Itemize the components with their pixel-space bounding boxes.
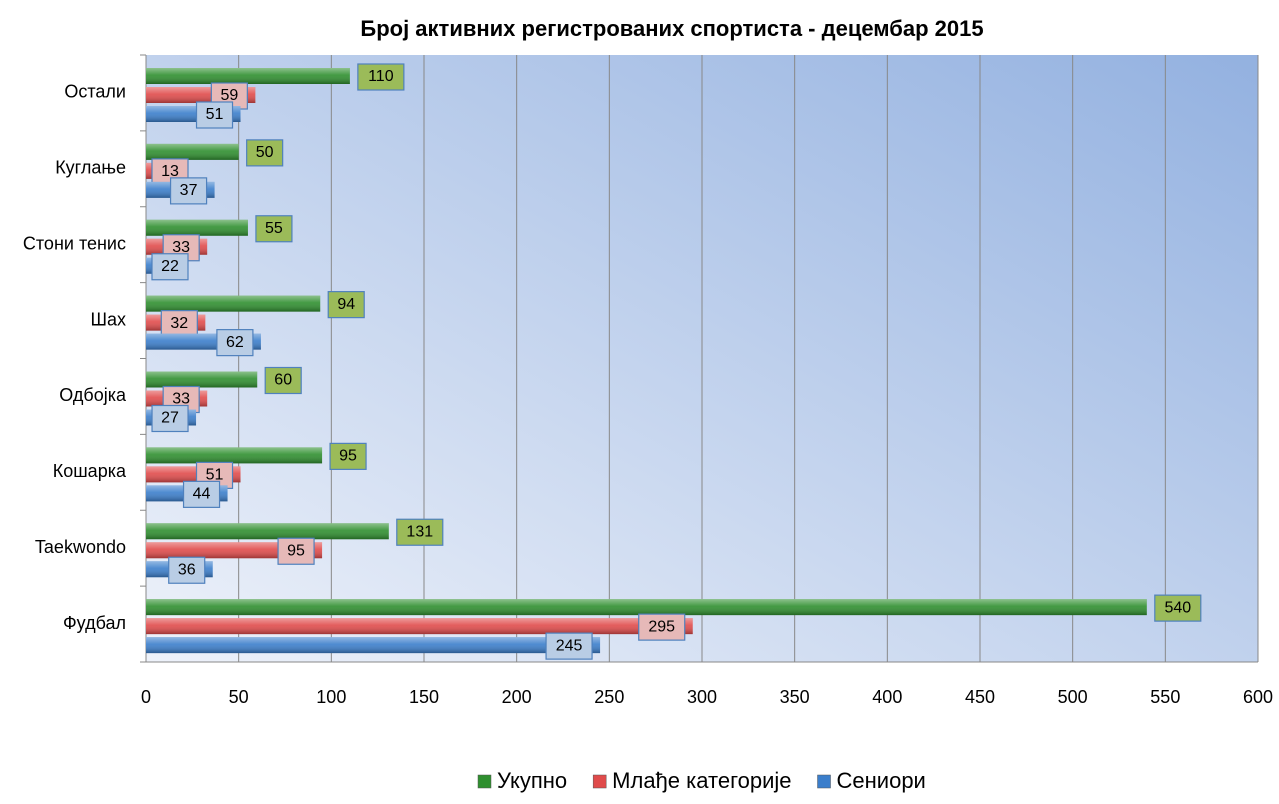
bar-shine xyxy=(146,68,350,84)
x-tick-label: 250 xyxy=(594,687,624,707)
data-label-box xyxy=(169,177,208,205)
data-label-box xyxy=(182,480,221,508)
data-label: 62 xyxy=(226,334,244,351)
legend-label: Млађе категорије xyxy=(612,768,791,793)
legend-swatch xyxy=(592,774,607,789)
data-label-box xyxy=(195,101,234,129)
data-label: 13 xyxy=(161,163,179,180)
x-tick-label: 400 xyxy=(872,687,902,707)
legend-swatch xyxy=(477,774,492,789)
bar-shine xyxy=(146,599,1147,616)
y-tick-label: Остали xyxy=(64,82,126,102)
data-label-box xyxy=(255,215,293,243)
data-label-box xyxy=(1154,594,1202,622)
data-label: 27 xyxy=(161,410,179,427)
data-label-box xyxy=(160,310,198,338)
bar-shine xyxy=(146,618,693,635)
data-label: 131 xyxy=(406,523,433,540)
x-tick-label: 100 xyxy=(316,687,346,707)
x-tick-label: 450 xyxy=(965,687,995,707)
data-label: 51 xyxy=(206,467,224,484)
data-label: 36 xyxy=(178,561,196,578)
data-label: 295 xyxy=(648,618,675,635)
data-label: 51 xyxy=(206,106,224,123)
data-label: 50 xyxy=(256,144,274,161)
data-label: 95 xyxy=(287,542,305,559)
x-tick-label: 50 xyxy=(229,687,249,707)
y-tick-label: Куглање xyxy=(55,158,126,178)
bar-shine xyxy=(146,219,248,236)
data-label: 540 xyxy=(1164,599,1191,616)
data-label: 22 xyxy=(161,258,179,275)
data-label-box xyxy=(396,518,444,546)
bar-shine xyxy=(146,637,601,654)
y-tick-label: Кошарка xyxy=(53,461,127,481)
data-label: 95 xyxy=(339,448,357,465)
bar-shine xyxy=(146,371,258,388)
data-label: 32 xyxy=(170,315,188,332)
data-label: 33 xyxy=(172,391,190,408)
legend-label: Укупно xyxy=(497,768,567,793)
bar-shine xyxy=(146,143,239,160)
data-label-box xyxy=(545,632,593,660)
legend-swatch xyxy=(817,774,831,789)
data-label: 55 xyxy=(265,220,283,237)
y-tick-label: Фудбал xyxy=(63,613,126,633)
data-label-box xyxy=(277,537,315,565)
data-label-box xyxy=(329,442,367,470)
bar-shine xyxy=(146,447,323,464)
data-label-box xyxy=(246,139,284,167)
data-label: 44 xyxy=(193,486,211,503)
x-tick-label: 0 xyxy=(141,687,151,707)
data-label: 59 xyxy=(220,87,238,104)
data-label: 60 xyxy=(274,372,292,389)
data-label-box xyxy=(638,613,686,641)
y-tick-label: Taekwondo xyxy=(35,537,126,557)
y-tick-label: Стони тенис xyxy=(23,233,126,253)
chart-title: Број активних регистрованих спортиста - … xyxy=(360,16,983,41)
data-label-box xyxy=(264,366,302,395)
data-label-box xyxy=(357,63,405,91)
data-label: 110 xyxy=(368,68,394,85)
data-label: 37 xyxy=(180,182,198,199)
x-tick-label: 550 xyxy=(1150,687,1180,707)
bar-shine xyxy=(146,295,321,312)
data-label-box xyxy=(151,253,189,281)
x-tick-label: 300 xyxy=(687,687,717,707)
bar-shine xyxy=(146,523,389,540)
data-label-box xyxy=(151,404,189,433)
data-label: 33 xyxy=(172,239,190,256)
x-tick-label: 500 xyxy=(1058,687,1088,707)
x-tick-label: 600 xyxy=(1243,687,1273,707)
data-label-box xyxy=(216,329,254,357)
x-tick-label: 350 xyxy=(780,687,810,707)
legend-label: Сениори xyxy=(837,768,926,793)
y-tick-label: Шах xyxy=(90,309,126,329)
data-label-box xyxy=(327,291,365,319)
x-tick-label: 150 xyxy=(409,687,439,707)
x-tick-label: 200 xyxy=(502,687,532,707)
data-label: 245 xyxy=(556,637,583,654)
y-tick-label: Одбојка xyxy=(59,385,127,405)
data-label-box xyxy=(168,556,206,584)
data-label: 94 xyxy=(337,296,355,313)
